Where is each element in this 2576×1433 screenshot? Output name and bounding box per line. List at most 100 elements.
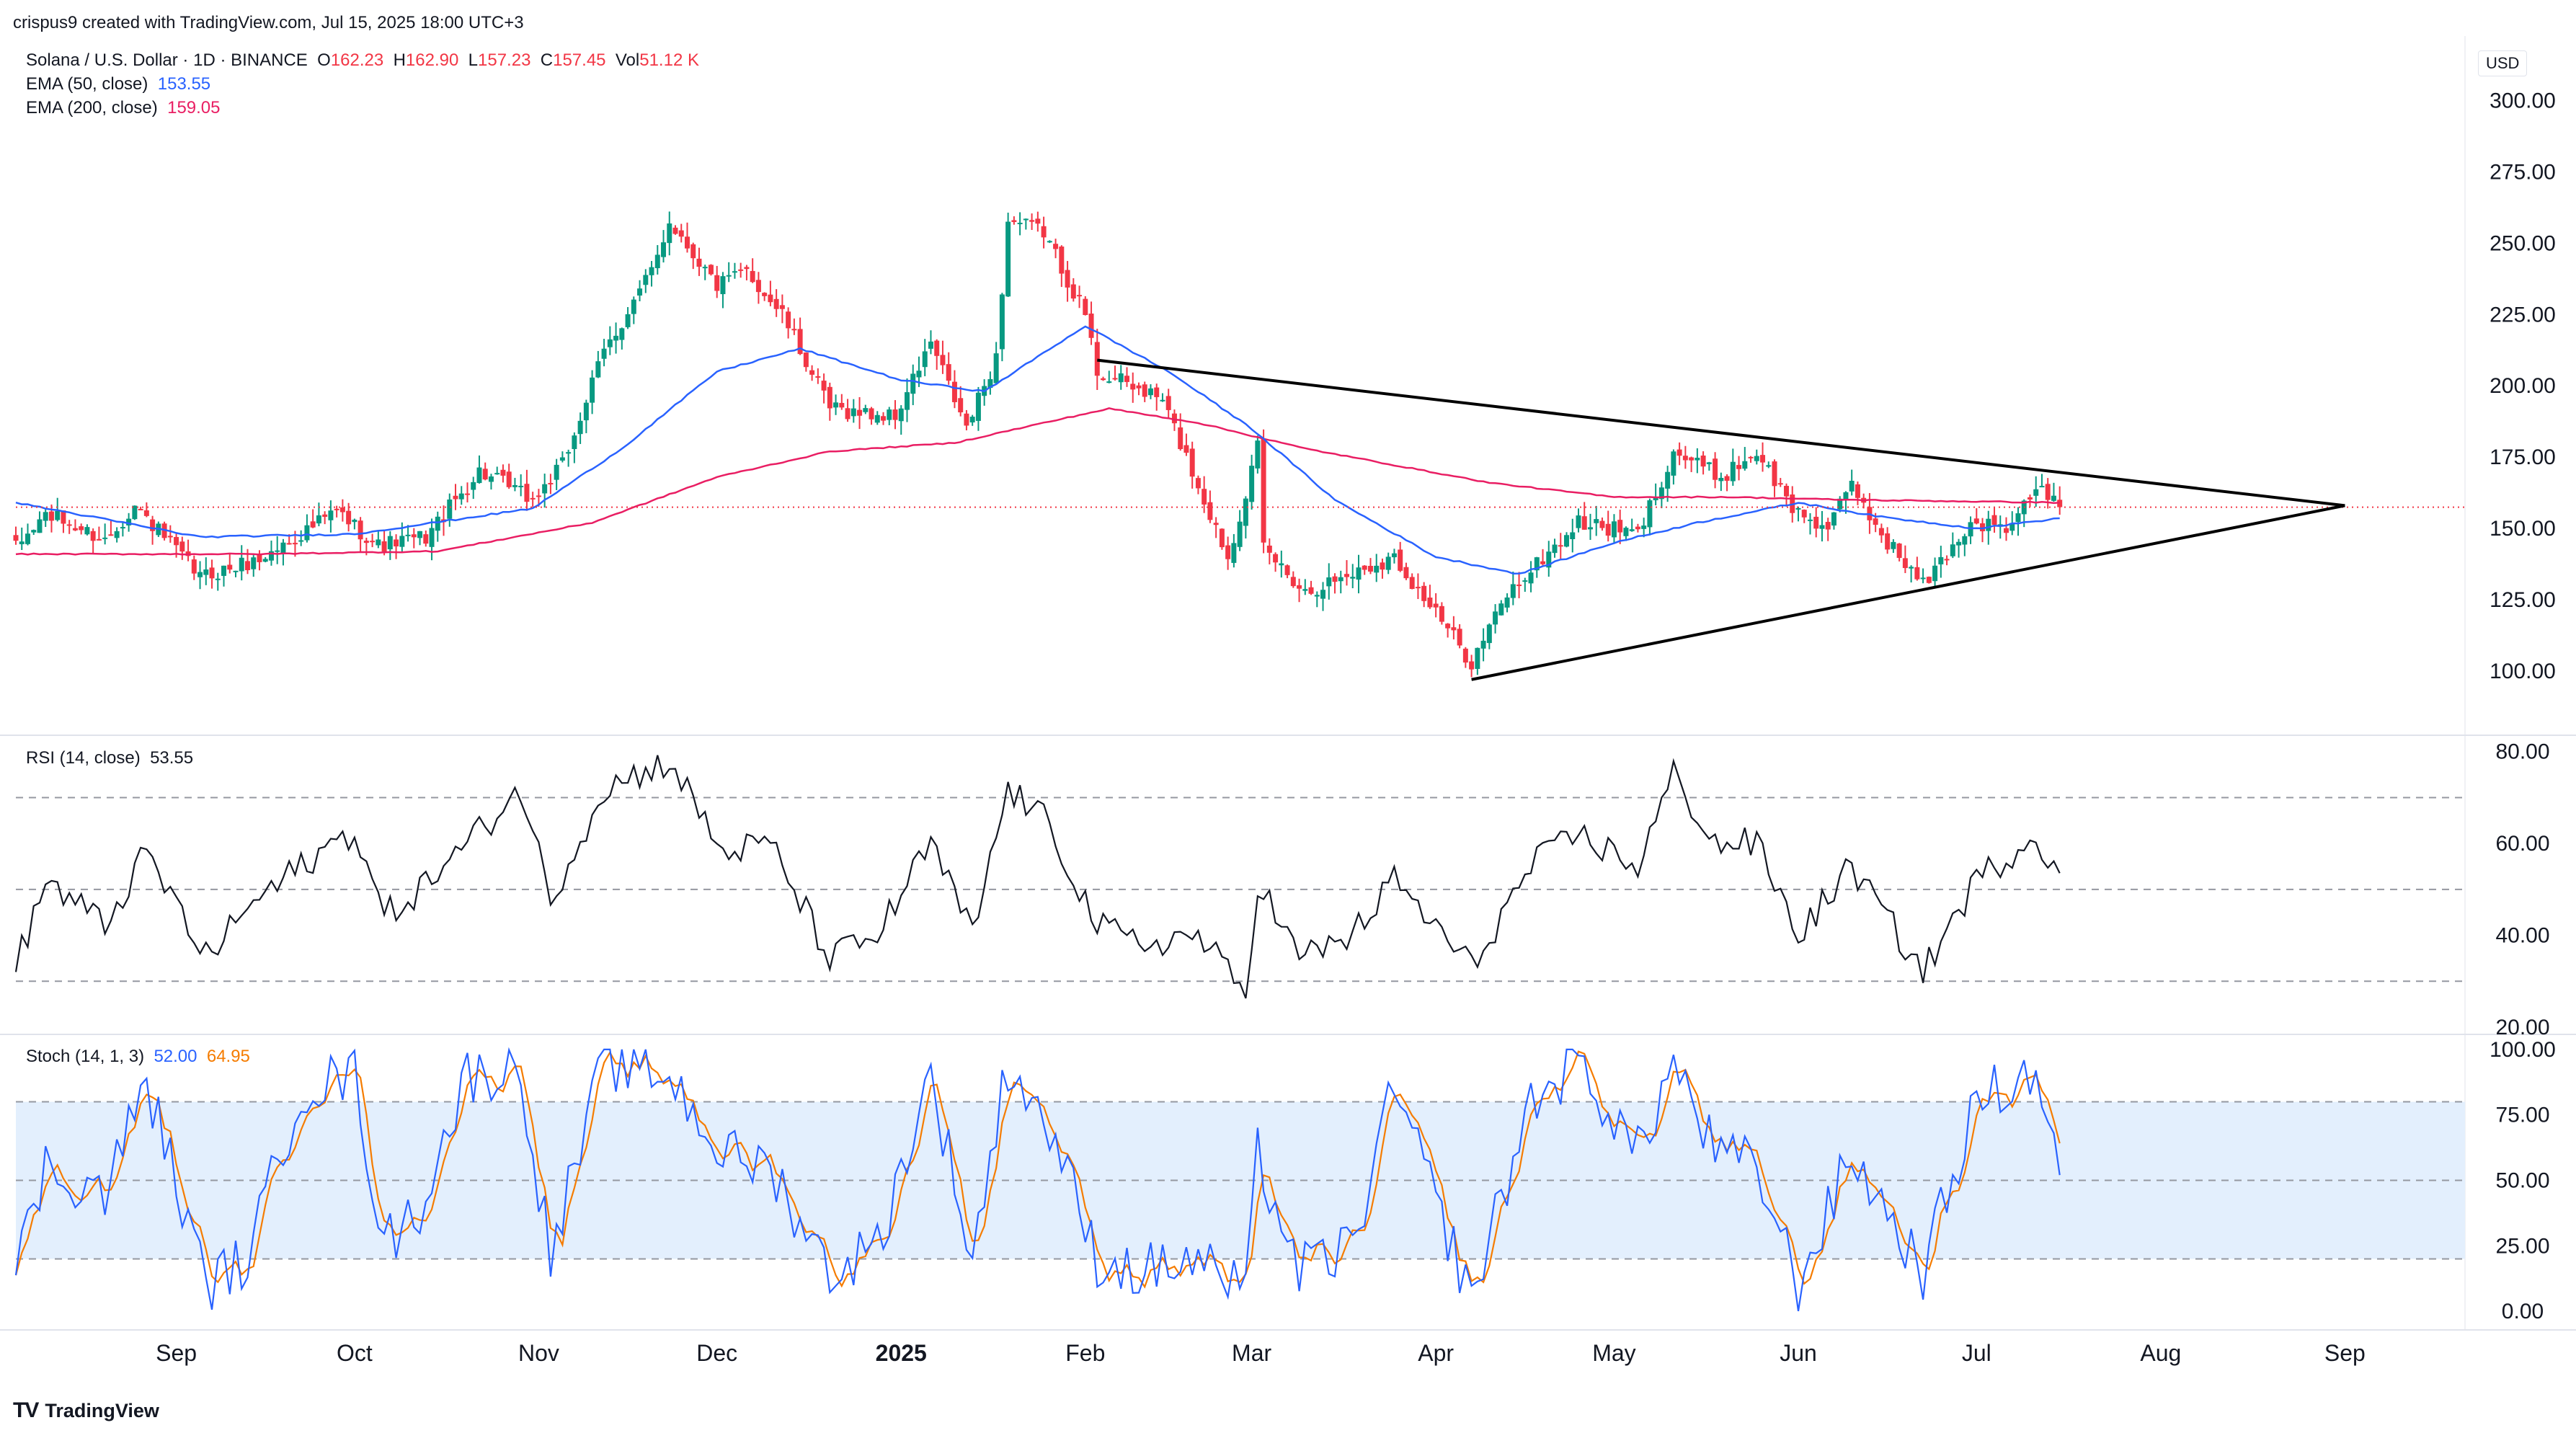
candle-body (1635, 526, 1640, 530)
candle (61, 510, 66, 533)
candle (1326, 563, 1332, 600)
candle (1718, 472, 1724, 492)
candle-body (429, 528, 435, 547)
candle-body (975, 392, 981, 421)
candle-body (1801, 510, 1807, 518)
candle-body (1498, 603, 1504, 616)
candle (892, 400, 898, 430)
price-tick-label: 150.00 (2490, 517, 2556, 541)
candle-body (1629, 529, 1635, 531)
candle-body (1101, 378, 1106, 381)
candle-body (1284, 565, 1290, 575)
candle-body (310, 521, 316, 528)
symbol-legend[interactable]: Solana / U.S. Dollar · 1D · BINANCE O162… (26, 50, 699, 71)
candle-body (708, 265, 714, 275)
candle-body (548, 483, 554, 485)
currency-button[interactable]: USD (2478, 50, 2528, 76)
candle-body (696, 258, 702, 267)
candle-body (1202, 489, 1207, 505)
candle (999, 293, 1005, 362)
candle-body (1504, 597, 1510, 608)
candle (595, 350, 601, 378)
candle (1784, 483, 1790, 507)
candle (1956, 538, 1962, 558)
candle (839, 394, 845, 410)
stoch-legend[interactable]: Stoch (14, 1, 3) 52.00 64.95 (26, 1047, 250, 1067)
candle-body (904, 392, 910, 410)
candle (488, 474, 494, 490)
candle (874, 411, 880, 425)
candle-body (405, 534, 411, 536)
candle (1475, 647, 1480, 675)
candle-body (1689, 457, 1695, 461)
price-scale[interactable]: 300.00 275.00 250.00 225.00 200.00 175.00 150.… (2490, 89, 2556, 1324)
candle-body (215, 578, 221, 580)
candle-body (1594, 519, 1599, 523)
candle-body (809, 370, 815, 375)
candle (221, 565, 227, 587)
candle-body (1415, 587, 1421, 589)
candle-body (1118, 373, 1124, 383)
candle (114, 527, 120, 543)
candle-body (863, 408, 869, 412)
candle (1635, 523, 1640, 533)
candle (833, 394, 839, 415)
candle (1035, 211, 1041, 232)
candle (773, 289, 779, 317)
candle (1266, 538, 1272, 564)
candle-body (2009, 523, 2015, 531)
candle (1261, 429, 1266, 554)
candle-body (1510, 584, 1516, 598)
candle (667, 211, 672, 256)
candle (209, 559, 215, 589)
candle (1682, 445, 1688, 469)
candle-body (1522, 580, 1528, 582)
candle-body (227, 564, 233, 570)
candle (750, 258, 755, 283)
stoch-pane (14, 1047, 2465, 1312)
candle-body (500, 469, 506, 476)
candle (1409, 573, 1415, 590)
ema50-legend[interactable]: EMA (50, close) 153.55 (26, 74, 210, 94)
stoch-tick-label: 0.00 (2502, 1300, 2544, 1323)
tradingview-footer[interactable]: TV TradingView (13, 1398, 159, 1423)
candle-body (1297, 585, 1302, 589)
candle-body (221, 565, 227, 576)
candle (1118, 365, 1124, 390)
candle-body (869, 408, 874, 420)
candle-body (1540, 561, 1546, 564)
candle (1594, 505, 1599, 536)
ema200-legend[interactable]: EMA (200, close) 159.05 (26, 98, 221, 118)
candle-body (275, 550, 280, 552)
candle-body (1462, 648, 1468, 663)
candle (1065, 261, 1070, 302)
candle (1801, 509, 1807, 523)
candle-body (90, 531, 96, 541)
candle (1297, 578, 1302, 603)
ema200-value: 159.05 (167, 98, 221, 117)
candle (1516, 572, 1522, 598)
candle (1629, 518, 1635, 532)
candle-body (2039, 486, 2045, 488)
candle (1320, 582, 1326, 611)
candle-body (827, 386, 832, 409)
candle-body (1065, 270, 1070, 288)
candle (869, 407, 874, 425)
time-scale[interactable]: Sep Oct Nov Dec 2025 Feb Mar Apr May Jun Jul Aug Sep (156, 1340, 2366, 1366)
candle (1576, 508, 1581, 533)
candle (815, 368, 821, 384)
candle (500, 464, 506, 483)
stoch-tick-label: 25.00 (2495, 1234, 2549, 1258)
candle-body (702, 267, 708, 269)
candle (1849, 469, 1855, 496)
rsi-legend[interactable]: RSI (14, close) 53.55 (26, 748, 193, 768)
candle-body (1914, 567, 1920, 580)
candle-body (2027, 497, 2033, 500)
tradingview-logo: TV (13, 1398, 39, 1422)
candle (590, 370, 595, 414)
candle (2039, 474, 2045, 488)
candle-body (316, 515, 321, 524)
candle (458, 486, 464, 505)
candle (381, 530, 387, 556)
